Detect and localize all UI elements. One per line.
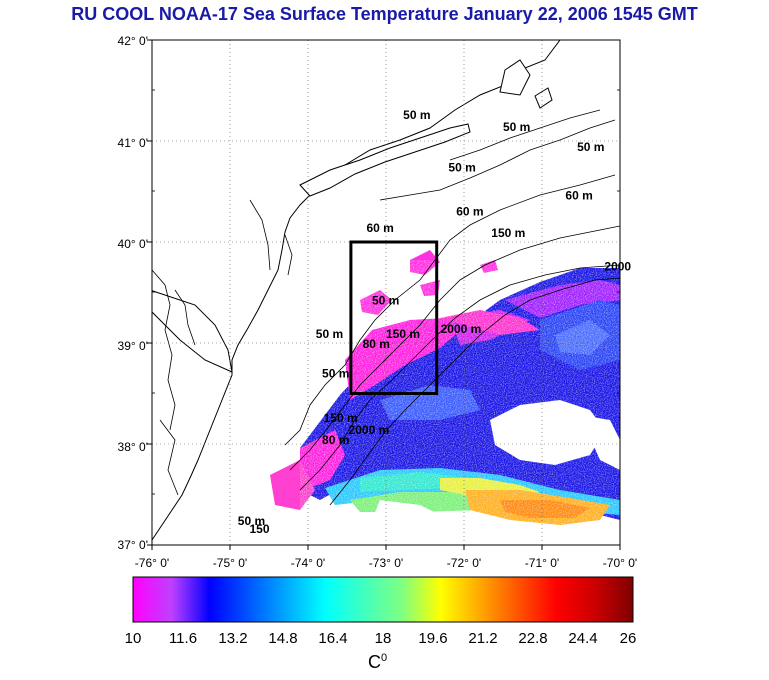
lat-label: 38° 0' (117, 440, 148, 454)
isobath-label: 2000 m (349, 423, 390, 437)
land (152, 40, 561, 541)
isobath-label: 60 m (565, 189, 592, 203)
isobath-label: 150 (250, 522, 270, 536)
colorbar-tick: 21.2 (468, 630, 498, 647)
isobath-label: 150 m (324, 411, 358, 425)
cloud-gap (490, 400, 605, 465)
colorbar (132, 576, 634, 623)
isobath-label: 50 m (316, 327, 343, 341)
isobath-label: 50 m (448, 160, 475, 174)
isobath-label: 50 m (503, 120, 530, 134)
lon-label: -71° 0' (524, 556, 560, 570)
colorbar-tick: 14.8 (268, 630, 298, 647)
map-frame (151, 39, 621, 546)
long-island (299, 123, 471, 197)
colorbar-tick: 11.6 (168, 630, 198, 647)
sst-swath (270, 250, 620, 530)
unit-superscript: 0 (381, 652, 388, 664)
colorbar-tick: 10 (124, 630, 142, 647)
isobath-label: 60 m (456, 205, 483, 219)
unit-symbol: C (368, 652, 381, 672)
shelf-water-region (345, 318, 470, 400)
isobath-label: 50 m (577, 140, 604, 154)
map-title: RU COOL NOAA-17 Sea Surface Temperature … (71, 4, 698, 24)
lat-label: 39° 0' (117, 339, 148, 353)
colorbar-unit: C0 (368, 652, 387, 673)
colorbar-tick: 16.4 (318, 630, 348, 647)
colorbar-tick: 13.2 (218, 630, 248, 647)
isobath-label: 50 m (238, 514, 265, 528)
colorbar-tick: 24.4 (568, 630, 598, 647)
colorbar-tick: 19.6 (418, 630, 448, 647)
isobath-label: 50 m (403, 108, 430, 122)
lon-label: -73° 0' (368, 556, 404, 570)
isobath-label: 150 m (386, 327, 420, 341)
lat-label: 41° 0' (117, 136, 148, 150)
isobath-label: 50 m (322, 366, 349, 380)
isobath-label: 80 m (322, 433, 349, 447)
slope-front (325, 468, 620, 515)
lat-label: 37° 0' (117, 538, 148, 552)
coastline (152, 40, 561, 541)
isobath-label: 60 m (367, 221, 394, 235)
gulf-stream-region (465, 490, 610, 525)
isobath-label: 2000 m (441, 322, 482, 336)
lat-label: 42° 0' (117, 34, 148, 48)
lon-label: -75° 0' (212, 556, 248, 570)
lon-label: -76° 0' (134, 556, 170, 570)
isobath-label: 150 m (491, 226, 525, 240)
graticule (152, 40, 620, 545)
cold-water-region (300, 268, 620, 520)
lon-label: -70° 0' (602, 556, 638, 570)
colorbar-tick: 26 (619, 630, 637, 647)
isobath-contours (284, 109, 620, 506)
isobath-label: 2000 (604, 259, 631, 273)
study-area-box (349, 240, 439, 395)
lon-label: -74° 0' (290, 556, 326, 570)
lat-label: 40° 0' (117, 237, 148, 251)
colorbar-tick: 22.8 (518, 630, 548, 647)
isobath-label: 50 m (372, 294, 399, 308)
colorbar-tick: 18 (374, 630, 392, 647)
lon-label: -72° 0' (446, 556, 482, 570)
isobath-label: 80 m (363, 337, 390, 351)
